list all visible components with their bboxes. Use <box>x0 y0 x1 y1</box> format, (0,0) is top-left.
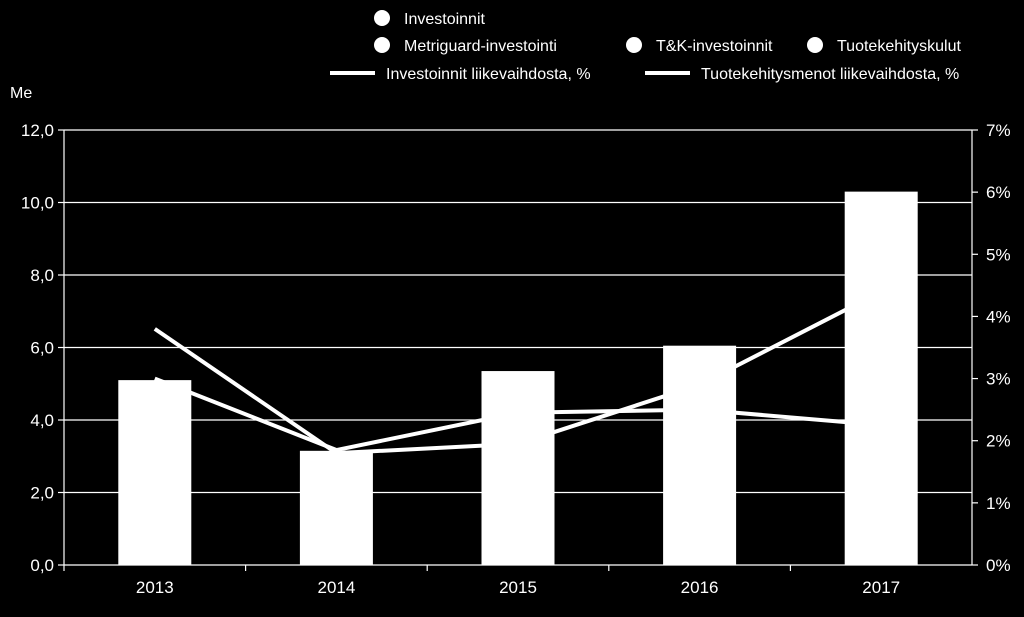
series-line <box>154 376 882 453</box>
y-tick-label: 4,0 <box>30 411 54 430</box>
legend-label: Tuotekehityskulut <box>837 38 961 55</box>
axes <box>58 129 978 571</box>
tick-labels: 0,0 2,0 4,0 6,0 8,0 10,0 12,0 0% 1% 2% 3% 4% 5% 6% 7% 2… <box>21 121 1011 597</box>
y-axis-unit-label: Me <box>10 85 32 102</box>
x-tick-label: 2016 <box>681 578 719 597</box>
y-tick-label: 0,0 <box>30 556 54 575</box>
bar <box>118 380 192 565</box>
y2-tick-label: 7% <box>986 121 1011 140</box>
x-tick-label: 2017 <box>862 578 900 597</box>
legend-label: Investoinnit <box>404 11 485 28</box>
y-tick-label: 12,0 <box>21 121 54 140</box>
x-tick-label: 2013 <box>136 578 174 597</box>
y2-tick-label: 0% <box>986 556 1011 575</box>
bar <box>481 371 555 565</box>
legend-label: Metriguard-investointi <box>404 38 557 55</box>
x-tick-label: 2014 <box>317 578 355 597</box>
legend-bar-swatch <box>626 37 642 53</box>
series-line <box>153 289 883 456</box>
legend: Investoinnit Metriguard-investointi T&K-in… <box>330 10 961 83</box>
y-tick-label: 2,0 <box>30 484 54 503</box>
legend-label: Tuotekehitysmenot liikevaihdosta, % <box>701 66 959 83</box>
legend-label: T&K-investoinnit <box>656 38 773 55</box>
bar <box>844 191 918 565</box>
bar <box>663 345 737 565</box>
legend-bar-swatch <box>807 37 823 53</box>
y2-tick-label: 4% <box>986 307 1011 326</box>
y2-tick-label: 3% <box>986 370 1011 389</box>
y2-tick-label: 6% <box>986 183 1011 202</box>
y2-tick-label: 5% <box>986 245 1011 264</box>
x-tick-label: 2015 <box>499 578 537 597</box>
y2-tick-label: 2% <box>986 432 1011 451</box>
gridlines <box>64 129 972 494</box>
lines <box>153 289 883 456</box>
legend-label: Investoinnit liikevaihdosta, % <box>386 66 591 83</box>
bar <box>299 450 373 565</box>
y2-tick-label: 1% <box>986 494 1011 513</box>
bars <box>118 191 918 565</box>
y-tick-label: 6,0 <box>30 339 54 358</box>
y-tick-label: 10,0 <box>21 194 54 213</box>
y-tick-label: 8,0 <box>30 266 54 285</box>
legend-bar-swatch <box>374 10 390 26</box>
legend-bar-swatch <box>374 37 390 53</box>
